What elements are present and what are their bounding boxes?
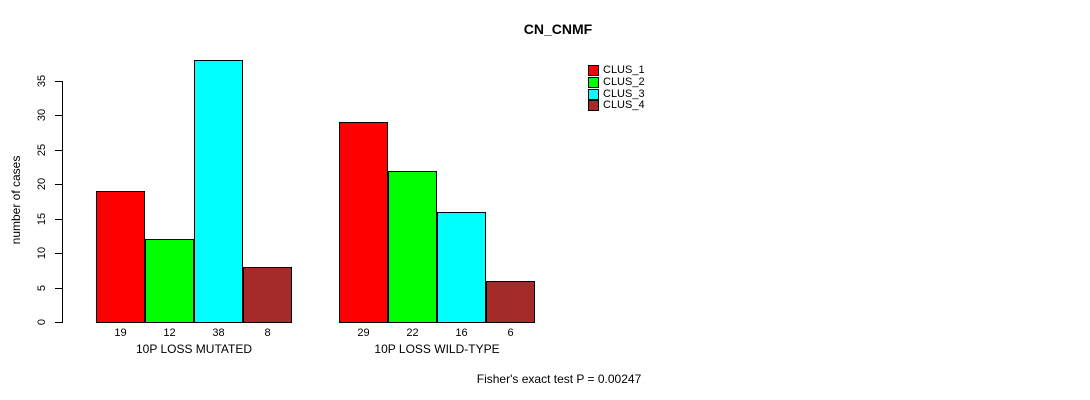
legend-item: CLUS_4	[588, 100, 645, 112]
legend-item: CLUS_2	[588, 77, 645, 89]
bar-clus_3	[194, 60, 243, 323]
bar-value-label: 16	[455, 327, 468, 339]
y-tick-mark	[55, 219, 62, 220]
y-tick-mark	[55, 115, 62, 116]
legend-swatch-clus_3	[588, 88, 599, 100]
bar-value-label: 8	[264, 327, 271, 339]
legend-label: CLUS_4	[603, 99, 645, 112]
legend-label: CLUS_1	[603, 64, 645, 77]
y-tick-mark	[55, 184, 62, 185]
y-tick-mark	[55, 150, 62, 151]
bar-value-label: 6	[507, 327, 514, 339]
group-label: 10P LOSS WILD-TYPE	[374, 342, 500, 356]
y-tick-mark	[55, 81, 62, 82]
bar-value-label: 38	[212, 327, 225, 339]
legend-item: CLUS_1	[588, 65, 645, 77]
chart-title: CN_CNMF	[523, 21, 593, 37]
bar-clus_1	[339, 122, 388, 323]
group-label: 10P LOSS MUTATED	[135, 342, 253, 356]
bar-value-label: 19	[114, 327, 127, 339]
y-axis-line	[62, 81, 63, 323]
legend-swatch-clus_2	[588, 77, 599, 89]
legend-label: CLUS_3	[603, 87, 645, 100]
bar-clus_4	[243, 267, 292, 323]
y-tick-mark	[55, 288, 62, 289]
bar-value-label: 12	[163, 327, 176, 339]
y-tick-mark	[55, 322, 62, 323]
legend-item: CLUS_3	[588, 88, 645, 100]
bar-clus_3	[437, 212, 486, 323]
bar-value-label: 22	[406, 327, 419, 339]
y-tick-mark	[55, 253, 62, 254]
legend-swatch-clus_4	[588, 100, 599, 112]
fisher-test-annotation: Fisher's exact test P = 0.00247	[476, 372, 642, 386]
bar-clus_2	[388, 171, 437, 323]
bar-clus_4	[486, 281, 535, 323]
legend-swatch-clus_1	[588, 65, 599, 77]
bar-value-label: 29	[357, 327, 370, 339]
legend-label: CLUS_2	[603, 76, 645, 89]
bar-clus_2	[145, 239, 194, 323]
legend: CLUS_1 CLUS_2 CLUS_3 CLUS_4	[588, 65, 645, 112]
bar-clus_1	[96, 191, 145, 323]
